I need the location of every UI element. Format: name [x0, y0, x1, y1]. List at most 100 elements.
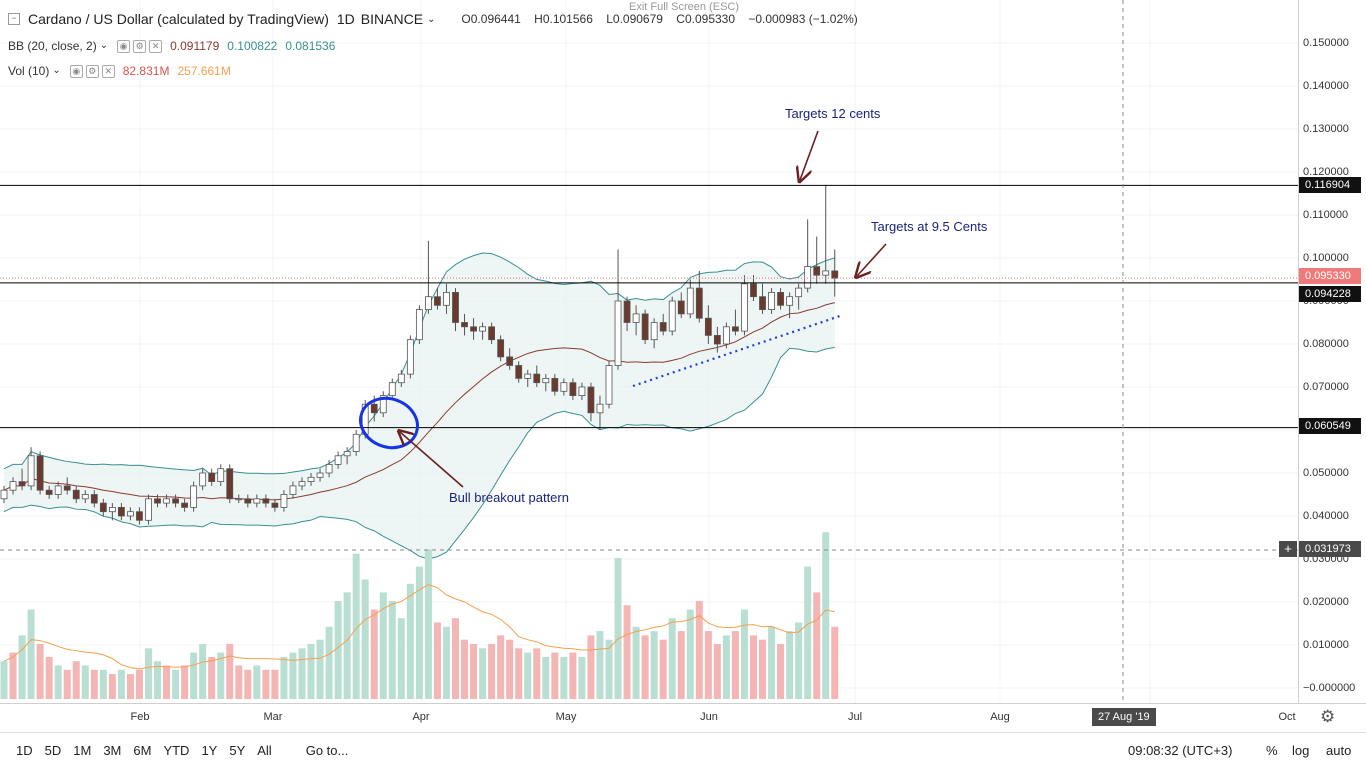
price-chart[interactable] [0, 0, 1298, 703]
candle-body [316, 472, 324, 478]
low-value: L0.090679 [606, 12, 663, 26]
volume-bar [90, 669, 98, 699]
candle-body [479, 326, 486, 332]
collapse-legend-icon[interactable]: − [8, 13, 20, 25]
candle-body [677, 300, 685, 315]
time-axis-label: Apr [412, 711, 430, 723]
chevron-down-icon[interactable]: ⌄ [427, 13, 436, 25]
price-scale[interactable]: 0.150000 0.140000 0.130000 0.120000 0.110000… [1298, 0, 1366, 703]
volume-bar [452, 618, 459, 699]
volume-bar [163, 665, 171, 699]
chevron-down-icon[interactable]: ⌄ [99, 40, 109, 51]
volume-bar [488, 644, 496, 699]
annotation-bull-breakout: Bull breakout pattern [449, 490, 569, 505]
volume-bar [777, 644, 785, 699]
eye-icon[interactable]: ◉ [117, 40, 131, 53]
timeframe-button[interactable]: 6M [133, 743, 152, 758]
close-icon[interactable]: ✕ [149, 40, 163, 53]
candle-body [434, 296, 441, 306]
volume-bar [560, 656, 568, 699]
auto-toggle[interactable]: auto [1326, 743, 1352, 758]
candle-body [18, 481, 26, 487]
volume-bar [235, 665, 243, 699]
candle-body [90, 494, 98, 504]
timeframe-button[interactable]: YTD [163, 743, 190, 758]
symbol-title[interactable]: Cardano / US Dollar (calculated by Tradi… [28, 11, 329, 27]
volume-bar [768, 626, 776, 699]
volume-bar [253, 665, 261, 699]
candle-body [406, 339, 414, 375]
interval-label[interactable]: 1D [336, 11, 355, 27]
crosshair-plus-icon[interactable]: + [1279, 541, 1297, 557]
log-toggle[interactable]: log [1292, 743, 1310, 758]
candle-body [343, 451, 351, 457]
volume-bar [659, 639, 667, 699]
volume-bar [298, 648, 306, 699]
price-scale-label: 0.050000 [1303, 467, 1349, 479]
volume-bar [722, 635, 730, 699]
volume-bar [470, 644, 478, 699]
volume-bar [181, 665, 189, 699]
candle-body [587, 386, 595, 414]
close-icon[interactable]: ✕ [101, 65, 115, 78]
percent-toggle[interactable]: % [1266, 743, 1278, 758]
exit-fullscreen-hint[interactable]: Exit Full Screen (ESC) [629, 1, 740, 13]
time-axis[interactable]: Feb Mar Apr May Jun Jul Aug Oct 27 Aug '19 ⚙ [0, 703, 1366, 732]
candle-body [461, 322, 468, 328]
exchange-label[interactable]: BINANCE [360, 11, 424, 27]
candle-body [226, 468, 234, 500]
timeframe-buttons: 1D 5D 1M 3M 6M YTD 1Y 5Y All [10, 743, 278, 758]
breakout-circle[interactable] [354, 391, 425, 456]
indicator-buttons: ◉ ⚙ ✕ [67, 63, 115, 78]
arrow-bull-breakout [400, 432, 464, 488]
time-axis-label: Aug [990, 711, 1010, 723]
candle-body [298, 481, 306, 487]
goto-button[interactable]: Go to... [305, 743, 349, 758]
candle-body [271, 502, 279, 508]
candle-body [0, 489, 8, 500]
timeframe-button[interactable]: 5D [44, 743, 62, 758]
gear-icon[interactable]: ⚙ [85, 65, 99, 78]
chart-area[interactable] [0, 0, 1298, 703]
timeframe-button[interactable]: 1Y [201, 743, 218, 758]
support-trendline[interactable] [632, 314, 841, 388]
candle-body [560, 382, 568, 392]
gear-icon[interactable]: ⚙ [133, 40, 147, 53]
clock-display[interactable]: 09:08:32 (UTC+3) [1128, 743, 1233, 758]
bb-lower-value: 0.081536 [285, 38, 336, 53]
candle-body [551, 377, 559, 392]
candle-body [777, 291, 784, 306]
bb-label[interactable]: BB (20, close, 2) [8, 38, 97, 53]
volume-bar [108, 674, 116, 699]
annotation-targets-12: Targets 12 cents [785, 106, 881, 121]
candle-body [262, 498, 270, 504]
volume-bar [406, 583, 414, 699]
volume-bar [822, 532, 830, 699]
candle-body [605, 365, 613, 405]
timeframe-button[interactable]: All [257, 743, 272, 758]
high-value: H0.101566 [534, 12, 593, 26]
timeframe-button[interactable]: 1D [16, 743, 33, 758]
candle-body [334, 455, 342, 465]
candle-body [108, 506, 116, 513]
candle-body [163, 498, 170, 504]
candle-body [470, 326, 477, 332]
candle-body [596, 403, 604, 414]
gear-icon[interactable]: ⚙ [1320, 707, 1336, 726]
candle-body [181, 502, 189, 508]
volume-bar [208, 656, 216, 699]
vol-label[interactable]: Vol (10) [8, 63, 50, 78]
eye-icon[interactable]: ◉ [69, 65, 83, 78]
chevron-down-icon[interactable]: ⌄ [52, 65, 61, 76]
timeframe-button[interactable]: 3M [103, 743, 122, 758]
timeframe-button[interactable]: 5Y [229, 743, 246, 758]
price-scale-label: 0.010000 [1303, 639, 1349, 651]
candle-body [650, 322, 658, 341]
candle-body [63, 485, 71, 491]
volume-bar [27, 609, 35, 699]
candle-body [280, 494, 288, 508]
time-axis-label: May [555, 711, 577, 723]
timeframe-button[interactable]: 1M [73, 743, 92, 758]
time-axis-label: Feb [130, 711, 150, 723]
volume-bar [569, 652, 577, 699]
